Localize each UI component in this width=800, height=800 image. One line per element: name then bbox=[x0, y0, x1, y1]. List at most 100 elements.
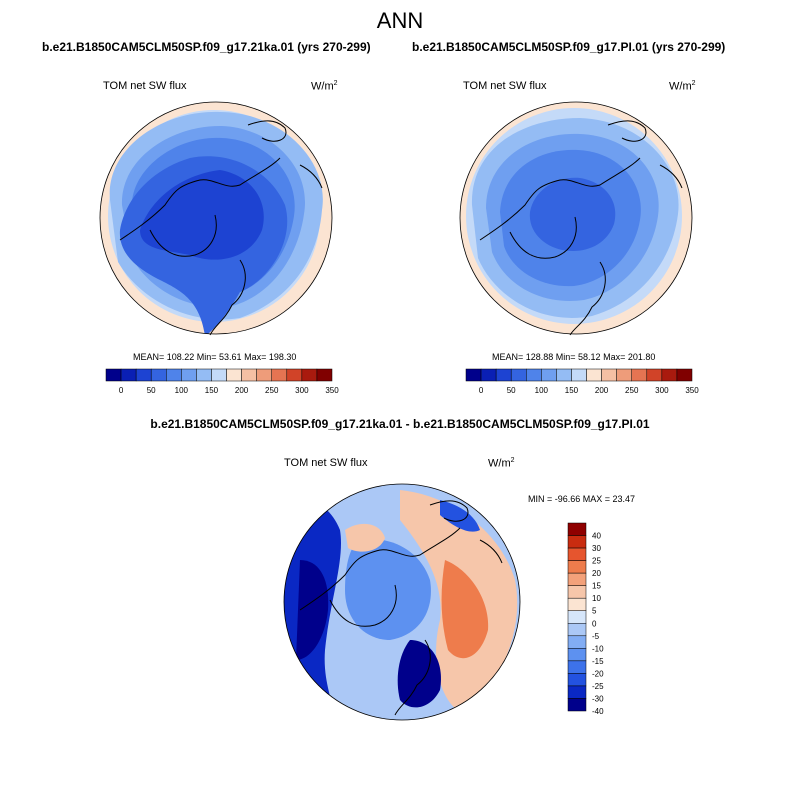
panel2-colorbar-label: 0 bbox=[479, 386, 484, 395]
panel3-colorbar-box bbox=[567, 673, 587, 687]
panel3-negative-core bbox=[296, 560, 329, 660]
panel2-zone-50 bbox=[529, 177, 616, 251]
panel3-positive-peak bbox=[441, 560, 489, 659]
panel3-colorbar-box bbox=[567, 597, 587, 611]
panel2-colorbar-box bbox=[601, 368, 617, 382]
panel3-colorbar-box bbox=[567, 547, 587, 561]
panel1-colorbar-box bbox=[150, 368, 167, 382]
panel3-negative-northeast bbox=[440, 500, 480, 532]
panel1-title: b.e21.B1850CAM5CLM50SP.f09_g17.21ka.01 (… bbox=[42, 40, 371, 54]
panel1-colorbar-box bbox=[271, 368, 288, 382]
panel1-colorbar-label: 250 bbox=[265, 386, 279, 395]
panel3-colorbar-label: -10 bbox=[592, 644, 604, 653]
panel1-units: W/m2 bbox=[311, 80, 338, 93]
panel1-colorbar-box bbox=[226, 368, 242, 382]
panel2-variable: TOM net SW flux bbox=[463, 80, 547, 92]
panel2-colorbar-box bbox=[556, 368, 572, 382]
panel3-stats: MIN = -96.66 MAX = 23.47 bbox=[528, 494, 636, 504]
panel2-colorbar-box bbox=[495, 368, 512, 382]
panel2-colorbar: 0 50 100 150 200 250 300 350 bbox=[465, 368, 699, 395]
panel3-colorbar-box bbox=[567, 572, 587, 586]
panel3-colorbar-box bbox=[567, 685, 587, 699]
panel2-units: W/m2 bbox=[669, 80, 696, 93]
panel3-colorbar-box bbox=[567, 660, 587, 674]
panel2-colorbar-label: 50 bbox=[507, 386, 516, 395]
panel2-colorbar-box bbox=[661, 368, 678, 382]
panel3-colorbar-box bbox=[567, 560, 587, 574]
panel3-colorbar: 40 30 25 20 15 10 5 0 -5 -10 -15 -20 -25 -30 -40 bbox=[567, 522, 604, 716]
panel2-title: b.e21.B1850CAM5CLM50SP.f09_g17.PI.01 (yr… bbox=[412, 40, 726, 54]
panel3-colorbar-box bbox=[567, 623, 587, 637]
panel2-colorbar-label: 300 bbox=[655, 386, 669, 395]
panel3-units: W/m2 bbox=[488, 457, 515, 470]
panel3-colorbar-label: 15 bbox=[592, 582, 601, 591]
panel1-colorbar-box bbox=[196, 368, 212, 382]
panel2-colorbar-box bbox=[646, 368, 663, 382]
panel2-colorbar-box bbox=[631, 368, 648, 382]
panel2-stats: MEAN= 128.88 Min= 58.12 Max= 201.80 bbox=[492, 352, 656, 362]
panel2-colorbar-label: 200 bbox=[595, 386, 609, 395]
panel2-colorbar-box bbox=[465, 368, 482, 382]
panel1-stats: MEAN= 108.22 Min= 53.61 Max= 198.30 bbox=[133, 352, 297, 362]
panel2-colorbar-box bbox=[541, 368, 557, 382]
panel2-map bbox=[460, 102, 692, 334]
panel1-colorbar-label: 100 bbox=[175, 386, 189, 395]
panel1-coastlines bbox=[119, 120, 323, 336]
panel2-colorbar-label: 250 bbox=[625, 386, 639, 395]
panel1-colorbar-box bbox=[120, 368, 137, 382]
panel2-colorbar-label: 150 bbox=[565, 386, 579, 395]
panel3-colorbar-label: -40 bbox=[592, 707, 604, 716]
panel1-colorbar: 0 50 100 150 200 250 300 350 bbox=[105, 368, 339, 395]
page-title: ANN bbox=[376, 8, 424, 33]
panel3-colorbar-label: -15 bbox=[592, 657, 604, 666]
panel1-colorbar-label: 200 bbox=[235, 386, 249, 395]
panel2-colorbar-box bbox=[616, 368, 632, 382]
panel3-title: b.e21.B1850CAM5CLM50SP.f09_g17.21ka.01 -… bbox=[150, 417, 650, 431]
panel2-colorbar-box bbox=[526, 368, 542, 382]
panel2-colorbar-label: 100 bbox=[535, 386, 549, 395]
panel3-colorbar-box bbox=[567, 610, 587, 624]
panel3-map bbox=[284, 484, 520, 720]
panel1-map bbox=[100, 102, 332, 334]
panel3-central-arctic bbox=[345, 539, 431, 640]
panel1-colorbar-label: 50 bbox=[147, 386, 156, 395]
panel3-colorbar-label: -5 bbox=[592, 632, 600, 641]
panel2-coastlines bbox=[479, 120, 683, 336]
panel1-colorbar-label: 0 bbox=[119, 386, 124, 395]
panel3-map-border bbox=[283, 483, 521, 721]
panel2-colorbar-box bbox=[571, 368, 587, 382]
panel1-colorbar-box bbox=[256, 368, 272, 382]
panel3-colorbar-box bbox=[567, 648, 587, 662]
panel3-colorbar-label: 0 bbox=[592, 619, 597, 628]
panel3-coastlines bbox=[299, 500, 503, 716]
panel1-colorbar-box bbox=[301, 368, 318, 382]
panel1-variable: TOM net SW flux bbox=[103, 80, 187, 92]
panel1-colorbar-box bbox=[105, 368, 122, 382]
panel2-map-border bbox=[459, 101, 693, 335]
panel3-colorbar-box bbox=[567, 522, 587, 536]
panel1-colorbar-box bbox=[211, 368, 227, 382]
panel3-colorbar-box bbox=[567, 635, 587, 649]
panel3-small-positive bbox=[345, 523, 385, 552]
panel3-colorbar-label: 40 bbox=[592, 532, 601, 541]
panel3-colorbar-label: 5 bbox=[592, 607, 597, 616]
panel3-colorbar-label: 20 bbox=[592, 569, 601, 578]
panel2-colorbar-box bbox=[586, 368, 602, 382]
panel3-colorbar-label: -30 bbox=[592, 694, 604, 703]
panel3-colorbar-label: 25 bbox=[592, 557, 601, 566]
panel3-colorbar-label: -20 bbox=[592, 669, 604, 678]
panel1-colorbar-box bbox=[181, 368, 197, 382]
panel2-colorbar-box bbox=[676, 368, 693, 382]
panel3-colorbar-box bbox=[567, 535, 587, 549]
panel1-colorbar-box bbox=[166, 368, 182, 382]
panel1-ice-core bbox=[140, 170, 264, 260]
panel1-colorbar-box bbox=[316, 368, 333, 382]
panel1-colorbar-label: 300 bbox=[295, 386, 309, 395]
panel1-colorbar-label: 150 bbox=[205, 386, 219, 395]
panel3-colorbar-label: 10 bbox=[592, 594, 601, 603]
panel1-colorbar-box bbox=[286, 368, 303, 382]
panel2-colorbar-box bbox=[480, 368, 497, 382]
panel3-variable: TOM net SW flux bbox=[284, 457, 368, 469]
panel2-colorbar-label: 350 bbox=[685, 386, 699, 395]
